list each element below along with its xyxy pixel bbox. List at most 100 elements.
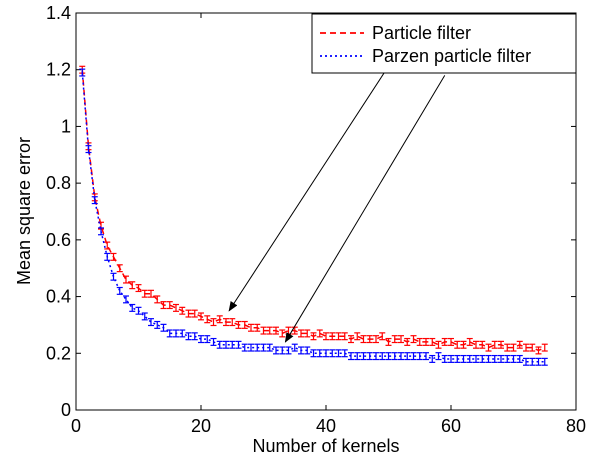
error-bar xyxy=(323,349,329,358)
error-bar xyxy=(498,354,504,363)
x-tick-label: 20 xyxy=(191,416,211,436)
error-bar xyxy=(398,352,404,361)
error-bar xyxy=(460,340,467,349)
error-bar xyxy=(204,315,211,324)
error-bar xyxy=(179,329,186,338)
error-bar xyxy=(185,309,192,318)
series-line-parzen-particle-filter xyxy=(81,72,545,363)
legend-label-particle-filter: Particle filter xyxy=(372,23,471,43)
x-tick-label: 80 xyxy=(566,416,586,436)
error-bar xyxy=(185,332,192,341)
error-bar xyxy=(460,354,467,363)
error-bar xyxy=(229,340,236,349)
error-bar xyxy=(241,343,248,352)
error-bar xyxy=(366,335,373,344)
error-bar xyxy=(429,337,436,346)
error-bar xyxy=(479,354,486,363)
error-bar xyxy=(529,343,536,352)
error-bar xyxy=(298,346,304,355)
error-bar xyxy=(335,332,342,341)
error-bar xyxy=(398,335,404,344)
y-tick-label: 0.6 xyxy=(46,230,71,250)
error-bar xyxy=(116,286,123,295)
error-bar xyxy=(491,354,498,363)
error-bar xyxy=(260,343,267,352)
error-bar xyxy=(148,318,154,327)
error-bar xyxy=(466,354,473,363)
error-bar xyxy=(523,343,529,352)
error-bar xyxy=(198,312,204,321)
error-bar xyxy=(423,337,429,346)
error-bar xyxy=(173,303,179,312)
error-bar xyxy=(416,352,423,361)
error-bar xyxy=(248,323,254,332)
error-bar xyxy=(473,354,479,363)
error-bar xyxy=(304,346,311,355)
error-bar xyxy=(123,295,129,304)
error-bar xyxy=(385,337,392,346)
error-bar xyxy=(391,352,398,361)
error-bar xyxy=(229,318,236,327)
error-bar xyxy=(360,335,367,344)
error-bar xyxy=(366,352,373,361)
error-bar xyxy=(335,349,342,358)
error-bar xyxy=(341,349,348,358)
error-bar xyxy=(216,340,223,349)
error-bar xyxy=(341,332,348,341)
error-bar xyxy=(485,343,492,352)
error-bar xyxy=(323,332,329,341)
error-bar xyxy=(191,332,198,341)
error-bar xyxy=(148,289,154,298)
error-bar xyxy=(435,352,442,361)
error-bar xyxy=(529,357,536,366)
error-bar xyxy=(441,337,448,346)
x-tick-label: 60 xyxy=(441,416,461,436)
error-bar xyxy=(535,357,542,366)
y-tick-label: 0.4 xyxy=(46,287,71,307)
error-bar xyxy=(385,352,392,361)
error-bar xyxy=(379,332,386,341)
error-bar xyxy=(498,340,504,349)
error-bar xyxy=(160,301,167,310)
error-bar xyxy=(110,252,117,261)
error-bar xyxy=(404,352,411,361)
error-bar xyxy=(298,329,304,338)
error-bar xyxy=(210,337,217,346)
y-tick-label: 0 xyxy=(61,400,71,420)
error-bar xyxy=(79,68,86,77)
error-bar xyxy=(141,312,148,321)
error-bar xyxy=(510,354,517,363)
error-bar xyxy=(135,284,142,293)
error-bar xyxy=(466,337,473,346)
error-bar xyxy=(454,340,461,349)
error-bar xyxy=(310,332,317,341)
y-axis-label: Mean square error xyxy=(14,137,34,285)
y-tick-label: 1.4 xyxy=(46,3,71,23)
annotation-layer xyxy=(228,46,446,343)
error-bar xyxy=(429,354,436,363)
y-tick-label: 0.8 xyxy=(46,173,71,193)
error-bar xyxy=(348,352,354,361)
series-layer xyxy=(79,65,548,366)
error-bar xyxy=(541,343,548,352)
error-bar xyxy=(535,346,542,355)
error-bar xyxy=(410,352,417,361)
error-bar xyxy=(285,346,292,355)
error-bar xyxy=(354,352,361,361)
error-bar xyxy=(279,346,286,355)
error-bar xyxy=(135,306,142,315)
error-bar xyxy=(248,343,254,352)
error-bar xyxy=(510,343,517,352)
legend-label-parzen-particle-filter: Parzen particle filter xyxy=(372,46,531,66)
error-bar xyxy=(504,343,511,352)
error-bar xyxy=(129,303,136,312)
legend: Particle filter Parzen particle filter xyxy=(311,13,577,74)
error-bar xyxy=(391,335,398,344)
error-bar xyxy=(273,346,279,355)
error-bar xyxy=(191,309,198,318)
error-bar xyxy=(473,340,479,349)
error-bar xyxy=(441,354,448,363)
error-bar xyxy=(291,343,298,352)
y-tick-label: 1.2 xyxy=(46,60,71,80)
